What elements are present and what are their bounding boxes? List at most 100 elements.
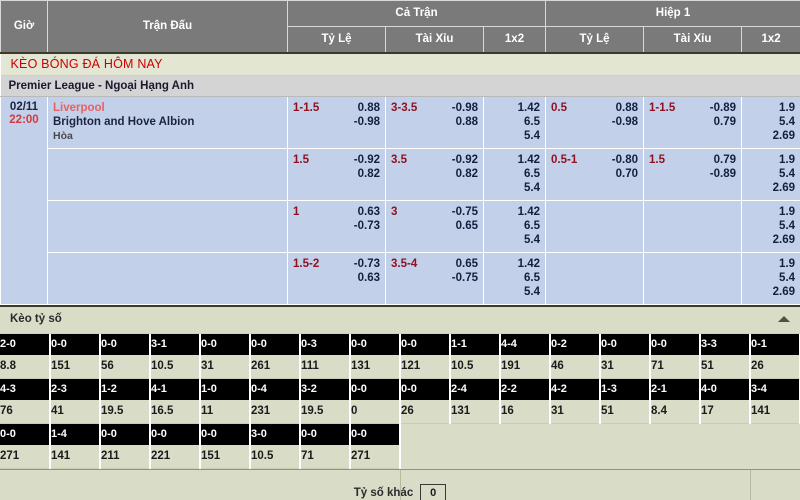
score-odds-cell[interactable]: 71 xyxy=(300,444,351,469)
score-odds-cell[interactable]: 8.4 xyxy=(650,399,701,424)
league-row[interactable]: Premier League - Ngoại Hạng Anh xyxy=(0,75,800,97)
score-label-cell[interactable]: 2-1 xyxy=(650,378,701,400)
score-odds-cell[interactable]: 71 xyxy=(650,354,701,379)
score-label-cell[interactable]: 4-1 xyxy=(150,378,201,400)
score-odds-cell[interactable]: 231 xyxy=(250,399,301,424)
score-label-cell[interactable]: 2-3 xyxy=(50,378,101,400)
score-label-cell[interactable]: 0-0 xyxy=(100,333,151,355)
score-label-cell[interactable]: 3-1 xyxy=(150,333,201,355)
score-label-cell[interactable]: 0-0 xyxy=(100,423,151,445)
score-label-cell[interactable]: 1-0 xyxy=(200,378,251,400)
score-odds-cell[interactable]: 111 xyxy=(300,354,351,379)
score-label-cell[interactable]: 0-2 xyxy=(550,333,601,355)
score-label-cell[interactable]: 2-0 xyxy=(0,333,51,355)
score-odds-cell[interactable]: 17 xyxy=(700,399,751,424)
half-overunder-cell[interactable]: 1.5 0.79 -0.89 xyxy=(643,147,743,201)
score-odds-cell[interactable]: 0 xyxy=(350,399,401,424)
score-odds-cell[interactable]: 56 xyxy=(100,354,151,379)
score-label-cell[interactable]: 0-0 xyxy=(600,333,651,355)
score-label-cell[interactable]: 1-4 xyxy=(50,423,101,445)
score-label-cell[interactable]: 3-4 xyxy=(750,378,800,400)
score-odds-cell[interactable]: 16.5 xyxy=(150,399,201,424)
score-label-cell[interactable]: 4-4 xyxy=(500,333,551,355)
score-odds-cell[interactable]: 26 xyxy=(750,354,800,379)
score-odds-cell[interactable]: 151 xyxy=(50,354,101,379)
score-odds-cell[interactable]: 19.5 xyxy=(100,399,151,424)
score-odds-cell[interactable]: 19.5 xyxy=(300,399,351,424)
half-1x2-cell[interactable]: 1.9 5.4 2.69 xyxy=(741,199,800,253)
half-handicap-cell[interactable]: 0.5 0.88 -0.98 xyxy=(545,95,645,149)
half-handicap-cell[interactable] xyxy=(545,199,645,253)
half-1x2-cell[interactable]: 1.9 5.4 2.69 xyxy=(741,251,800,305)
score-odds-cell[interactable]: 121 xyxy=(400,354,451,379)
score-label-cell[interactable]: 0-4 xyxy=(250,378,301,400)
score-label-cell[interactable]: 0-0 xyxy=(0,423,51,445)
score-odds-cell[interactable]: 10.5 xyxy=(150,354,201,379)
full-1x2-cell[interactable]: 1.42 6.5 5.4 xyxy=(482,95,547,149)
score-label-cell[interactable]: 0-1 xyxy=(750,333,800,355)
score-label-cell[interactable]: 0-0 xyxy=(400,333,451,355)
score-odds-cell[interactable]: 8.8 xyxy=(0,354,51,379)
score-odds-cell[interactable]: 10.5 xyxy=(250,444,301,469)
full-overunder-cell[interactable]: 3-3.5 -0.98 0.88 xyxy=(385,95,484,149)
full-overunder-cell[interactable]: 3.5-4 0.65 -0.75 xyxy=(385,251,484,305)
full-1x2-cell[interactable]: 1.42 6.5 5.4 xyxy=(482,199,547,253)
score-label-cell[interactable]: 0-0 xyxy=(200,423,251,445)
score-label-cell[interactable]: 0-0 xyxy=(300,423,351,445)
score-odds-cell[interactable]: 211 xyxy=(100,444,151,469)
score-label-cell[interactable]: 3-0 xyxy=(250,423,301,445)
full-1x2-cell[interactable]: 1.42 6.5 5.4 xyxy=(482,251,547,305)
table-row[interactable]: 1.5 -0.92 0.82 3.5 -0.92 0.82 1.42 6.5 5… xyxy=(1,147,800,201)
score-odds-cell[interactable]: 31 xyxy=(600,354,651,379)
score-odds-cell[interactable]: 31 xyxy=(200,354,251,379)
score-label-cell[interactable]: 0-0 xyxy=(250,333,301,355)
full-handicap-cell[interactable]: 1-1.5 0.88 -0.98 xyxy=(287,95,386,149)
score-label-cell[interactable]: 4-2 xyxy=(550,378,601,400)
score-odds-cell[interactable]: 131 xyxy=(450,399,501,424)
half-overunder-cell[interactable] xyxy=(643,199,743,253)
other-score-input[interactable]: 0 xyxy=(420,483,447,500)
score-label-cell[interactable]: 2-2 xyxy=(500,378,551,400)
score-label-cell[interactable]: 4-0 xyxy=(700,378,751,400)
score-label-cell[interactable]: 2-4 xyxy=(450,378,501,400)
score-odds-cell[interactable]: 31 xyxy=(550,399,601,424)
score-label-cell[interactable]: 4-3 xyxy=(0,378,51,400)
half-overunder-cell[interactable] xyxy=(643,251,743,305)
score-odds-cell[interactable]: 271 xyxy=(350,444,401,469)
score-odds-cell[interactable]: 151 xyxy=(200,444,251,469)
score-odds-cell[interactable]: 46 xyxy=(550,354,601,379)
score-odds-cell[interactable]: 191 xyxy=(500,354,551,379)
full-1x2-cell[interactable]: 1.42 6.5 5.4 xyxy=(482,147,547,201)
full-overunder-cell[interactable]: 3 -0.75 0.65 xyxy=(385,199,484,253)
half-1x2-cell[interactable]: 1.9 5.4 2.69 xyxy=(741,95,800,149)
score-odds-cell[interactable]: 16 xyxy=(500,399,551,424)
table-row[interactable]: 1.5-2 -0.73 0.63 3.5-4 0.65 -0.75 1.42 6… xyxy=(1,251,800,305)
half-handicap-cell[interactable]: 0.5-1 -0.80 0.70 xyxy=(545,147,645,201)
score-odds-cell[interactable]: 41 xyxy=(50,399,101,424)
full-handicap-cell[interactable]: 1 0.63 -0.73 xyxy=(287,199,386,253)
score-odds-cell[interactable]: 76 xyxy=(0,399,51,424)
score-label-cell[interactable]: 0-0 xyxy=(350,333,401,355)
score-label-cell[interactable]: 0-0 xyxy=(150,423,201,445)
score-odds-cell[interactable]: 141 xyxy=(750,399,800,424)
table-row[interactable]: 1 0.63 -0.73 3 -0.75 0.65 1.42 6.5 5.4 xyxy=(1,199,800,253)
score-label-cell[interactable]: 1-2 xyxy=(100,378,151,400)
score-label-cell[interactable]: 1-1 xyxy=(450,333,501,355)
full-handicap-cell[interactable]: 1.5-2 -0.73 0.63 xyxy=(287,251,386,305)
score-label-cell[interactable]: 1-3 xyxy=(600,378,651,400)
score-odds-cell[interactable]: 26 xyxy=(400,399,451,424)
score-label-cell[interactable]: 0-0 xyxy=(650,333,701,355)
score-label-cell[interactable]: 0-0 xyxy=(50,333,101,355)
score-label-cell[interactable]: 0-0 xyxy=(350,423,401,445)
table-row[interactable]: 02/11 22:00 Liverpool Brighton and Hove … xyxy=(0,95,800,305)
score-odds-cell[interactable]: 51 xyxy=(700,354,751,379)
score-label-cell[interactable]: 0-3 xyxy=(300,333,351,355)
score-label-cell[interactable]: 3-2 xyxy=(300,378,351,400)
score-label-cell[interactable]: 0-0 xyxy=(350,378,401,400)
score-odds-cell[interactable]: 221 xyxy=(150,444,201,469)
full-handicap-cell[interactable]: 1.5 -0.92 0.82 xyxy=(287,147,386,201)
score-odds-cell[interactable]: 141 xyxy=(50,444,101,469)
score-odds-cell[interactable]: 10.5 xyxy=(450,354,501,379)
score-odds-cell[interactable]: 51 xyxy=(600,399,651,424)
half-handicap-cell[interactable] xyxy=(545,251,645,305)
